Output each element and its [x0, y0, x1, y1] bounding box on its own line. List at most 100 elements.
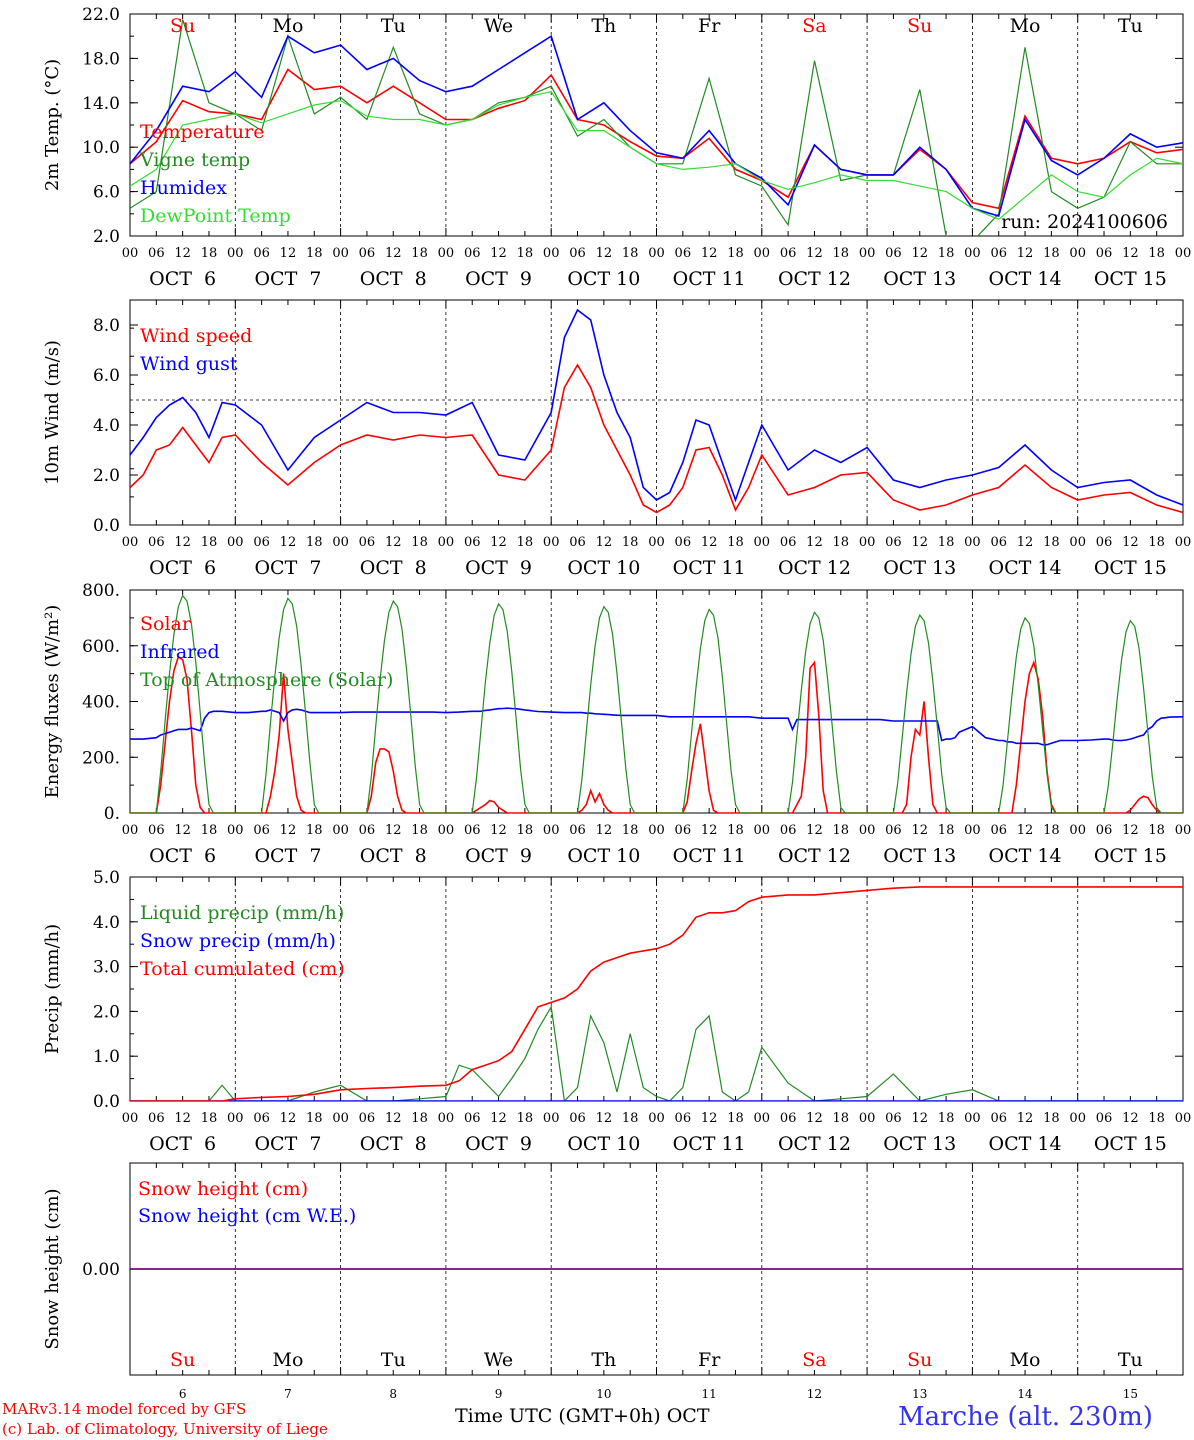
hour-tick-label: 06	[253, 823, 270, 838]
hour-tick-label: 12	[596, 1111, 613, 1126]
hour-tick-label: 18	[306, 535, 323, 550]
hour-tick-label: 00	[754, 535, 771, 550]
date-label: OCT 11	[673, 268, 746, 290]
date-label: OCT 10	[567, 1133, 640, 1155]
hour-tick-label: 00	[227, 535, 244, 550]
day-number-label: 9	[495, 1387, 503, 1400]
hour-tick-label: 18	[411, 535, 428, 550]
hour-tick-label: 12	[701, 823, 718, 838]
panel-3: 0. 200. 400. 600. 800. Energy fluxes (W/m²) So…	[42, 581, 1191, 867]
hour-tick-label: 00	[438, 823, 455, 838]
dow-label-top: Fr	[698, 15, 721, 37]
legend-snow-height-cm-w-e-: Snow height (cm W.E.)	[138, 1205, 356, 1227]
date-label: OCT 10	[567, 557, 640, 579]
hour-tick-label: 06	[148, 823, 165, 838]
hour-tick-label: 06	[464, 1111, 481, 1126]
series-line-liquid-precip-mm-h-	[130, 1005, 1183, 1101]
y-tick-label: 5.0	[93, 868, 120, 888]
hour-tick-label: 06	[675, 535, 692, 550]
day-number-label: 10	[596, 1387, 611, 1400]
legend-infrared: Infrared	[140, 641, 220, 663]
dow-label-top: Mo	[272, 15, 303, 37]
y-axis-label: 2m Temp. (°C)	[42, 59, 63, 191]
dow-label-bottom: Th	[591, 1349, 616, 1371]
hour-tick-label: 06	[464, 535, 481, 550]
y-tick-label: 0.	[104, 804, 120, 824]
hour-tick-label: 00	[332, 246, 349, 261]
hour-tick-label: 12	[174, 246, 191, 261]
legend-solar: Solar	[140, 613, 192, 635]
hour-tick-label: 06	[253, 535, 270, 550]
date-label: OCT 7	[254, 845, 321, 867]
hour-tick-label: 00	[543, 535, 560, 550]
hour-tick-label: 18	[938, 246, 955, 261]
hour-tick-label: 12	[806, 246, 823, 261]
hour-tick-label: 12	[1017, 823, 1034, 838]
hour-tick-label: 18	[517, 535, 534, 550]
hour-tick-label: 18	[411, 823, 428, 838]
hour-tick-label: 12	[280, 246, 297, 261]
hour-tick-label: 06	[253, 1111, 270, 1126]
hour-tick-label: 12	[596, 823, 613, 838]
hour-tick-label: 12	[1017, 1111, 1034, 1126]
hour-tick-label: 06	[990, 535, 1007, 550]
y-tick-label: 0.00	[82, 1260, 120, 1280]
hour-tick-label: 00	[964, 823, 981, 838]
hour-tick-label: 06	[885, 823, 902, 838]
hour-tick-label: 18	[411, 246, 428, 261]
hour-tick-label: 06	[1096, 535, 1113, 550]
y-tick-label: 10.0	[82, 138, 120, 158]
hour-tick-label: 06	[885, 535, 902, 550]
hour-tick-label: 06	[359, 246, 376, 261]
hour-tick-label: 00	[1069, 1111, 1086, 1126]
dow-label-top: Mo	[1010, 15, 1041, 37]
hour-tick-label: 12	[701, 1111, 718, 1126]
date-label: OCT 6	[149, 1133, 216, 1155]
y-tick-label: 4.0	[93, 913, 120, 933]
hour-tick-label: 18	[201, 823, 218, 838]
dow-label-bottom: We	[484, 1349, 513, 1371]
y-tick-label: 22.0	[82, 5, 120, 25]
hour-tick-label: 12	[490, 1111, 507, 1126]
hour-tick-label: 00	[1069, 823, 1086, 838]
hour-tick-label: 18	[306, 246, 323, 261]
date-label: OCT 14	[989, 557, 1062, 579]
hour-tick-label: 06	[885, 246, 902, 261]
hour-tick-label: 06	[780, 246, 797, 261]
hour-tick-label: 00	[859, 535, 876, 550]
day-number-label: 11	[702, 1387, 717, 1400]
dow-label-top: Tu	[381, 15, 406, 37]
hour-tick-label: 18	[727, 246, 744, 261]
hour-tick-label: 00	[1175, 1111, 1192, 1126]
hour-tick-label: 06	[569, 246, 586, 261]
legend-snow-height-cm-: Snow height (cm)	[138, 1178, 308, 1200]
hour-tick-label: 18	[833, 1111, 850, 1126]
date-label: OCT 9	[465, 268, 532, 290]
hour-tick-label: 06	[569, 1111, 586, 1126]
hour-tick-label: 12	[911, 535, 928, 550]
date-label: OCT 14	[989, 845, 1062, 867]
y-axis-label: Energy fluxes (W/m²)	[42, 605, 63, 799]
hour-tick-label: 06	[464, 823, 481, 838]
legend-snow-precip-mm-h-: Snow precip (mm/h)	[140, 930, 336, 952]
hour-tick-label: 12	[174, 1111, 191, 1126]
date-label: OCT 13	[883, 1133, 956, 1155]
hour-tick-label: 12	[1017, 535, 1034, 550]
y-tick-label: 600.	[82, 637, 120, 657]
hour-tick-label: 06	[675, 823, 692, 838]
hour-tick-label: 00	[648, 1111, 665, 1126]
date-label: OCT 15	[1094, 268, 1167, 290]
hour-tick-label: 00	[859, 246, 876, 261]
hour-tick-label: 18	[1148, 535, 1165, 550]
hour-tick-label: 18	[622, 535, 639, 550]
hour-tick-label: 00	[648, 823, 665, 838]
hour-tick-label: 00	[227, 246, 244, 261]
hour-tick-label: 18	[1043, 1111, 1060, 1126]
hour-tick-label: 06	[148, 535, 165, 550]
hour-tick-label: 12	[385, 823, 402, 838]
hour-tick-label: 18	[833, 823, 850, 838]
date-label: OCT 9	[465, 845, 532, 867]
hour-tick-label: 06	[148, 1111, 165, 1126]
station-name: Marche (alt. 230m)	[898, 1402, 1153, 1432]
hour-tick-label: 00	[964, 535, 981, 550]
